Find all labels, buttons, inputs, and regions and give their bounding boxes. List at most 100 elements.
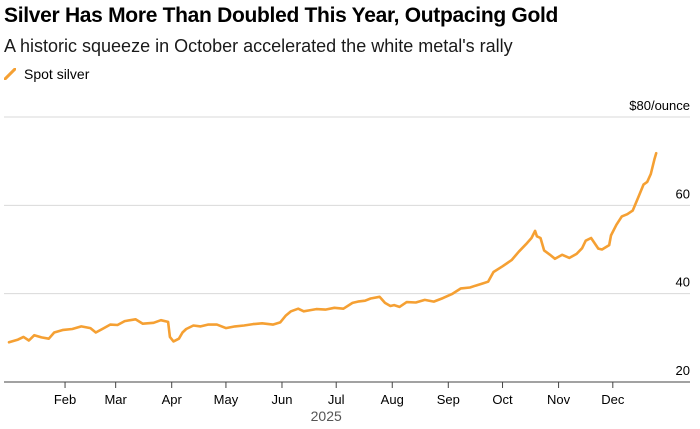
data-point bbox=[525, 243, 527, 245]
data-point bbox=[357, 300, 359, 302]
data-point bbox=[22, 336, 24, 338]
data-point bbox=[543, 249, 545, 251]
data-point bbox=[169, 336, 171, 338]
data-point bbox=[62, 329, 64, 331]
data-point bbox=[575, 253, 577, 255]
data-point bbox=[134, 318, 136, 320]
x-tick-label-sep: Sep bbox=[437, 392, 460, 407]
data-point bbox=[536, 235, 538, 237]
data-point bbox=[284, 315, 286, 317]
data-point bbox=[518, 251, 520, 253]
data-point bbox=[243, 324, 245, 326]
data-point bbox=[109, 323, 111, 325]
x-tick-label-jun: Jun bbox=[271, 392, 292, 407]
x-tick-label-nov: Nov bbox=[547, 392, 571, 407]
data-point bbox=[406, 301, 408, 303]
data-point bbox=[71, 328, 73, 330]
data-point bbox=[252, 323, 254, 325]
data-point bbox=[539, 237, 541, 239]
data-point bbox=[378, 296, 380, 298]
data-point bbox=[501, 265, 503, 267]
x-tick-label-mar: Mar bbox=[104, 392, 127, 407]
y-tick-label-20: 20 bbox=[676, 363, 690, 378]
data-point bbox=[642, 183, 644, 185]
data-point bbox=[615, 224, 617, 226]
data-point bbox=[474, 285, 476, 287]
data-point bbox=[17, 338, 19, 340]
data-point bbox=[650, 173, 652, 175]
data-point bbox=[333, 307, 335, 309]
legend-swatch-spot-silver bbox=[4, 68, 16, 80]
data-point bbox=[568, 257, 570, 259]
data-point bbox=[393, 304, 395, 306]
data-point bbox=[181, 331, 183, 333]
data-point bbox=[351, 302, 353, 304]
data-point bbox=[621, 215, 623, 217]
chart-subtitle: A historic squeeze in October accelerate… bbox=[4, 36, 513, 56]
data-point bbox=[655, 152, 657, 154]
data-point bbox=[608, 244, 610, 246]
data-point bbox=[581, 247, 583, 249]
data-point bbox=[585, 240, 587, 242]
x-tick-label-feb: Feb bbox=[54, 392, 76, 407]
data-point bbox=[389, 305, 391, 307]
data-point bbox=[530, 237, 532, 239]
data-point bbox=[33, 334, 35, 336]
data-point bbox=[261, 322, 263, 324]
data-point bbox=[116, 324, 118, 326]
x-tick-label-oct: Oct bbox=[492, 392, 513, 407]
data-point bbox=[102, 327, 104, 329]
data-point bbox=[626, 213, 628, 215]
chart-title: Silver Has More Than Doubled This Year, … bbox=[4, 4, 559, 27]
data-point bbox=[632, 209, 634, 211]
data-point bbox=[510, 259, 512, 261]
data-point bbox=[53, 331, 55, 333]
x-tick-label-aug: Aug bbox=[381, 392, 404, 407]
x-tick-label-jul: Jul bbox=[328, 392, 345, 407]
x-tick-label-dec: Dec bbox=[601, 392, 625, 407]
data-point bbox=[534, 230, 536, 232]
data-point bbox=[369, 297, 371, 299]
data-point bbox=[234, 325, 236, 327]
data-point bbox=[8, 341, 10, 343]
data-point bbox=[48, 338, 50, 340]
data-point bbox=[142, 323, 144, 325]
data-point bbox=[451, 293, 453, 295]
x-tick-label-apr: Apr bbox=[162, 392, 183, 407]
data-point bbox=[492, 271, 494, 273]
data-point bbox=[601, 248, 603, 250]
data-point bbox=[597, 247, 599, 249]
data-point bbox=[124, 320, 126, 322]
x-tick-label-may: May bbox=[214, 392, 239, 407]
data-point bbox=[548, 253, 550, 255]
data-point bbox=[364, 300, 366, 302]
data-point bbox=[225, 327, 227, 329]
data-point bbox=[207, 323, 209, 325]
data-point bbox=[315, 308, 317, 310]
legend: Spot silver bbox=[4, 66, 89, 82]
data-point bbox=[424, 299, 426, 301]
data-point bbox=[561, 254, 563, 256]
x-axis-year-label: 2025 bbox=[311, 408, 342, 424]
data-point bbox=[342, 308, 344, 310]
data-point bbox=[442, 297, 444, 299]
data-point bbox=[185, 328, 187, 330]
data-point bbox=[487, 281, 489, 283]
data-point bbox=[297, 308, 299, 310]
data-point bbox=[272, 323, 274, 325]
data-point bbox=[89, 327, 91, 329]
data-point bbox=[469, 286, 471, 288]
data-point bbox=[199, 325, 201, 327]
data-point bbox=[192, 324, 194, 326]
data-point bbox=[152, 322, 154, 324]
data-point bbox=[398, 306, 400, 308]
data-point bbox=[178, 338, 180, 340]
y-tick-label-40: 40 bbox=[676, 275, 690, 290]
data-point bbox=[554, 258, 556, 260]
data-point bbox=[290, 310, 292, 312]
data-point bbox=[95, 331, 97, 333]
data-point bbox=[80, 325, 82, 327]
series-line-spot-silver bbox=[7, 151, 658, 344]
y-tick-label-80: $80/ounce bbox=[629, 98, 690, 113]
